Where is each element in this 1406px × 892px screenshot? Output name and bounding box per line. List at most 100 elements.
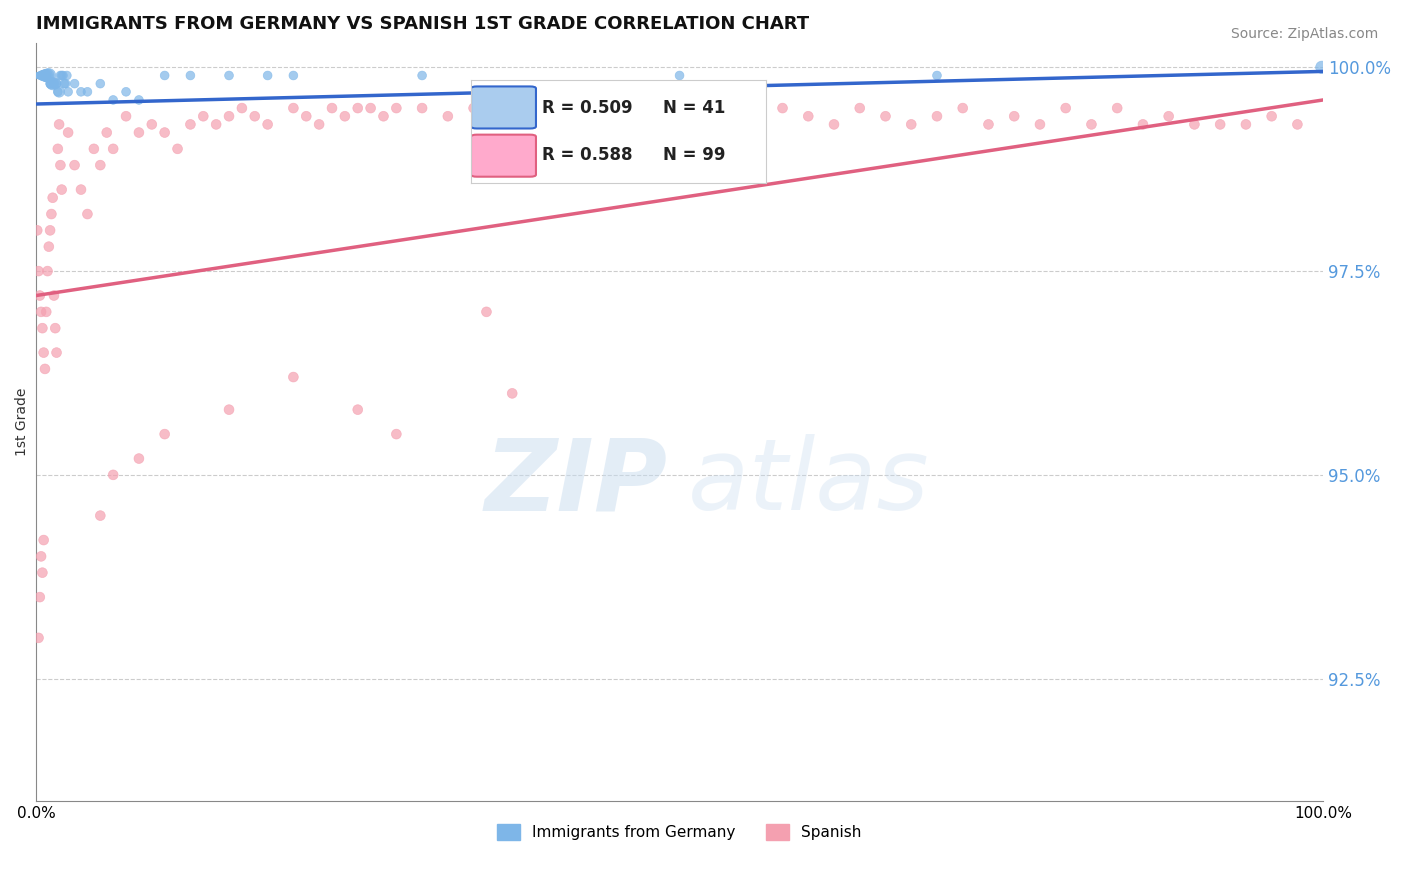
- Point: [46, 142, 69, 156]
- Point: [1002, 109, 1025, 123]
- Point: [41, 191, 63, 205]
- Point: [823, 117, 845, 131]
- Point: [115, 109, 138, 123]
- Point: [1184, 117, 1206, 131]
- Text: R = 0.509: R = 0.509: [541, 99, 633, 117]
- Point: [28, 590, 51, 604]
- Point: [56, 85, 79, 99]
- Point: [1029, 117, 1052, 131]
- Point: [37, 264, 59, 278]
- Point: [308, 117, 330, 131]
- Point: [256, 69, 278, 83]
- Point: [333, 109, 356, 123]
- Point: [30, 549, 52, 564]
- Point: [34, 69, 56, 83]
- Point: [70, 183, 93, 197]
- Point: [925, 109, 948, 123]
- Point: [745, 117, 768, 131]
- Point: [1107, 101, 1129, 115]
- Point: [115, 85, 138, 99]
- Point: [875, 109, 897, 123]
- Point: [39, 77, 62, 91]
- Point: [63, 77, 86, 91]
- Point: [141, 117, 163, 131]
- Point: [44, 77, 66, 91]
- Point: [540, 101, 562, 115]
- Point: [848, 101, 870, 115]
- Point: [37, 69, 59, 83]
- Point: [45, 345, 67, 359]
- Point: [153, 69, 176, 83]
- Point: [1234, 117, 1257, 131]
- Point: [128, 93, 150, 107]
- Point: [42, 77, 65, 91]
- Text: atlas: atlas: [688, 434, 929, 531]
- Point: [56, 69, 79, 83]
- Point: [346, 101, 368, 115]
- Text: N = 99: N = 99: [664, 146, 725, 164]
- Point: [76, 85, 98, 99]
- Point: [488, 101, 510, 115]
- Point: [565, 117, 588, 131]
- Point: [101, 142, 124, 156]
- Point: [1080, 117, 1102, 131]
- Point: [32, 533, 55, 547]
- Point: [321, 101, 343, 115]
- Point: [96, 126, 118, 140]
- Point: [70, 85, 93, 99]
- Point: [56, 126, 79, 140]
- Point: [346, 402, 368, 417]
- Point: [27, 264, 49, 278]
- Text: R = 0.588: R = 0.588: [541, 146, 633, 164]
- Point: [1157, 109, 1180, 123]
- Point: [668, 101, 690, 115]
- Point: [48, 85, 70, 99]
- Point: [463, 101, 485, 115]
- Point: [48, 117, 70, 131]
- Point: [31, 321, 53, 335]
- Point: [30, 69, 52, 83]
- Point: [46, 85, 69, 99]
- Point: [28, 69, 51, 83]
- Point: [35, 69, 58, 83]
- Point: [283, 69, 305, 83]
- Point: [41, 77, 63, 91]
- Point: [668, 69, 690, 83]
- Point: [38, 240, 60, 254]
- Point: [31, 69, 53, 83]
- Point: [1286, 117, 1309, 131]
- Point: [45, 77, 67, 91]
- Point: [128, 126, 150, 140]
- Point: [591, 101, 613, 115]
- Point: [437, 109, 460, 123]
- Text: ZIP: ZIP: [485, 434, 668, 531]
- Point: [153, 126, 176, 140]
- Point: [128, 451, 150, 466]
- Text: Source: ZipAtlas.com: Source: ZipAtlas.com: [1230, 27, 1378, 41]
- Point: [373, 109, 395, 123]
- Point: [63, 158, 86, 172]
- Point: [977, 117, 1000, 131]
- Point: [52, 69, 75, 83]
- Point: [32, 345, 55, 359]
- Point: [772, 101, 794, 115]
- Point: [411, 69, 433, 83]
- Point: [360, 101, 382, 115]
- Point: [385, 427, 408, 442]
- Point: [51, 183, 73, 197]
- Point: [38, 69, 60, 83]
- Point: [153, 427, 176, 442]
- Point: [55, 77, 77, 91]
- Point: [35, 305, 58, 319]
- Point: [720, 101, 742, 115]
- Point: [28, 288, 51, 302]
- Point: [295, 109, 318, 123]
- Point: [925, 69, 948, 83]
- Point: [101, 93, 124, 107]
- Point: [1310, 60, 1333, 74]
- Point: [643, 101, 665, 115]
- Point: [283, 101, 305, 115]
- Point: [218, 109, 240, 123]
- Point: [256, 117, 278, 131]
- Point: [1209, 117, 1232, 131]
